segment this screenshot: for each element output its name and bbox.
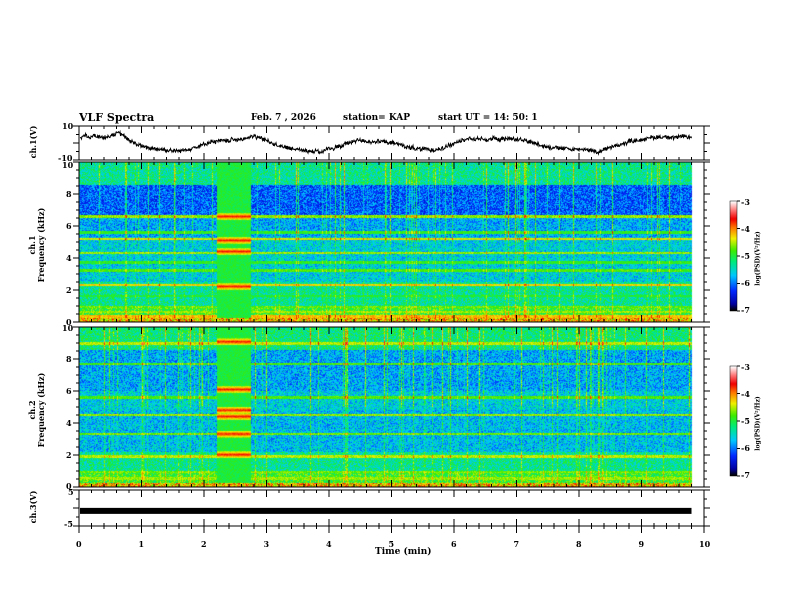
x-tick-label-6: 6 xyxy=(451,539,457,549)
x-tick-label-0: 0 xyxy=(76,539,82,549)
x-tick-label-5: 5 xyxy=(388,539,395,549)
ch3-waveform-line xyxy=(80,507,692,514)
x-tick-label-8: 8 xyxy=(576,539,582,549)
spec2-ytick-6: 6 xyxy=(66,386,72,396)
x-tick-label-4: 4 xyxy=(326,539,332,549)
x-axis-label: Time (min) xyxy=(375,547,432,557)
spec1-ytick-10: 10 xyxy=(62,160,74,170)
cb2-tick-neg4: -4 xyxy=(741,389,750,399)
date-label: Feb. 7 , 2026 xyxy=(251,113,316,123)
cb1-label: log(PSD)(V²/Hz) xyxy=(754,231,762,286)
colorbar-1-frame xyxy=(729,200,738,312)
x-tick-label-9: 9 xyxy=(638,539,645,549)
spec1-ytick-8: 8 xyxy=(66,189,72,199)
spec1-ytick-0: 0 xyxy=(66,317,72,327)
cb2-label: log(PSD)(V²/Hz) xyxy=(754,396,762,451)
x-tick-label-10: 10 xyxy=(699,539,711,549)
cb2-tick-neg7: -7 xyxy=(741,470,750,480)
ch1-spectrogram-image xyxy=(79,162,693,322)
ch3-ytick-5: 5 xyxy=(68,487,74,497)
ch3-voltage-ylabel: ch.3(V) xyxy=(28,490,38,524)
chart-title: VLF Spectra xyxy=(79,111,155,124)
spec2-ytick-0: 0 xyxy=(66,481,72,491)
cb2-tick-neg3: -3 xyxy=(741,362,750,372)
cb1-tick-neg3: -3 xyxy=(741,197,750,207)
ch1-voltage-ylabel: ch.1(V) xyxy=(28,125,38,159)
ch2-ylabel-line2: Frequency (kHz) xyxy=(36,372,46,448)
cb1-tick-neg4: -4 xyxy=(741,224,750,234)
ch1-ytick-neg10: -10 xyxy=(58,153,73,163)
ch2-colorbar xyxy=(730,366,737,476)
cb1-tick-neg7: -7 xyxy=(741,305,750,315)
ch2-frequency-ylabel: ch.2 Frequency (kHz) xyxy=(27,355,46,465)
ch3-ytick-neg5: -5 xyxy=(64,519,73,529)
colorbar-2-frame xyxy=(729,365,738,477)
spec1-ytick-2: 2 xyxy=(66,285,72,295)
spec1-ytick-4: 4 xyxy=(66,253,72,263)
spec2-ytick-4: 4 xyxy=(66,418,72,428)
panel-2-frame xyxy=(78,161,705,323)
start-time-label: start UT = 14: 50: 1 xyxy=(438,113,538,123)
ch1-waveform-line xyxy=(79,129,692,156)
x-tick-label-1: 1 xyxy=(138,539,145,549)
cb2-tick-neg5: -5 xyxy=(741,416,750,426)
spec1-ytick-6: 6 xyxy=(66,221,72,231)
spec2-ytick-2: 2 xyxy=(66,450,72,460)
spec2-ytick-10: 10 xyxy=(62,323,74,333)
ch1-ytick-10: 10 xyxy=(62,121,74,131)
cb1-tick-neg6: -6 xyxy=(741,278,750,288)
cb2-tick-neg6: -6 xyxy=(741,443,750,453)
ch2-spectrogram-image xyxy=(79,327,693,487)
ch1-ylabel-line2: Frequency (kHz) xyxy=(36,207,46,283)
panel-3-frame xyxy=(78,326,705,488)
x-tick-label-3: 3 xyxy=(263,539,270,549)
ch1-colorbar xyxy=(730,201,737,311)
x-tick-label-2: 2 xyxy=(201,539,207,549)
station-label: station= KAP xyxy=(343,113,411,123)
cb1-tick-neg5: -5 xyxy=(741,251,750,261)
x-tick-label-7: 7 xyxy=(513,539,520,549)
spec2-ytick-8: 8 xyxy=(66,354,72,364)
ch1-frequency-ylabel: ch.1 Frequency (kHz) xyxy=(27,190,46,300)
